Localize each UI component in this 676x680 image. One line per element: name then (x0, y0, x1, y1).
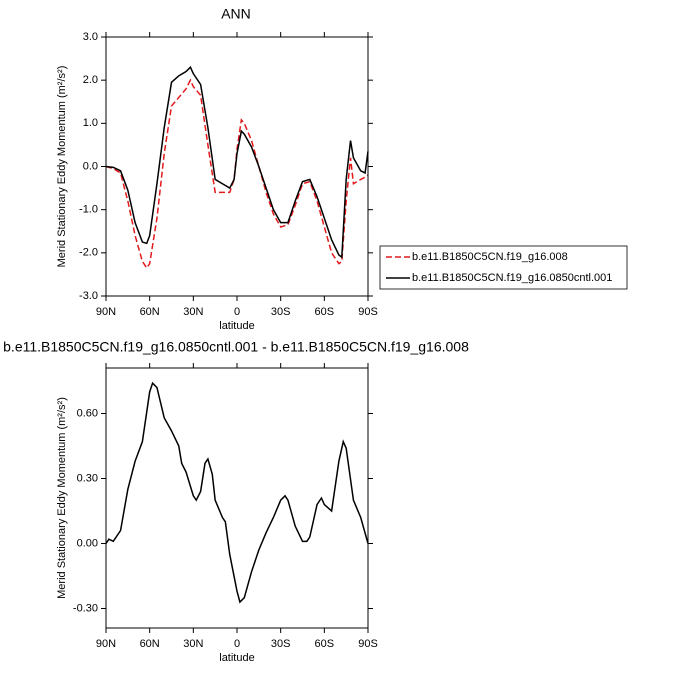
x-tick-label: 60S (315, 638, 335, 650)
y-tick-label: -1.0 (79, 204, 98, 216)
y-tick-label: -0.30 (73, 602, 98, 614)
x-tick-label: 30N (183, 638, 203, 650)
y-tick-label: 1.0 (83, 117, 98, 129)
plot-frame (105, 36, 369, 297)
x-tick-label: 0 (234, 306, 240, 318)
y-tick-label: -2.0 (79, 247, 98, 259)
legend-label: b.e11.B1850C5CN.f19_g16.0850cntl.001 (412, 272, 612, 284)
legend-box (379, 245, 628, 290)
y-tick-label: 3.0 (83, 31, 98, 43)
chart-title: b.e11.B1850C5CN.f19_g16.0850cntl.001 - b… (3, 339, 469, 355)
y-tick-label: 0.60 (77, 407, 98, 419)
x-tick-label: 30S (271, 306, 291, 318)
x-tick-label: 60N (140, 306, 160, 318)
y-axis-label: Merid Stationary Eddy Momentum (m²/s²) (56, 397, 68, 599)
x-axis-label: latitude (219, 320, 254, 332)
chart-title: ANN (221, 6, 251, 22)
x-tick-label: 90N (96, 306, 116, 318)
x-tick-label: 90S (358, 306, 378, 318)
data-line (105, 78, 369, 270)
y-tick-label: 2.0 (83, 74, 98, 86)
data-line (105, 381, 369, 604)
x-axis-label: latitude (219, 652, 254, 664)
x-tick-label: 0 (234, 638, 240, 650)
x-tick-label: 30S (271, 638, 291, 650)
data-line (105, 65, 369, 259)
x-tick-label: 60S (315, 306, 335, 318)
y-tick-label: 0.00 (77, 537, 98, 549)
x-tick-label: 90N (96, 638, 116, 650)
x-tick-label: 60N (140, 638, 160, 650)
y-tick-label: -3.0 (79, 290, 98, 302)
x-tick-label: 90S (358, 638, 378, 650)
x-tick-label: 30N (183, 306, 203, 318)
legend-label: b.e11.B1850C5CN.f19_g16.008 (412, 251, 568, 263)
plot-frame (105, 367, 369, 629)
y-tick-label: 0.30 (77, 472, 98, 484)
y-axis-label: Merid Stationary Eddy Momentum (m²/s²) (56, 66, 68, 268)
y-tick-label: 0.0 (83, 160, 98, 172)
